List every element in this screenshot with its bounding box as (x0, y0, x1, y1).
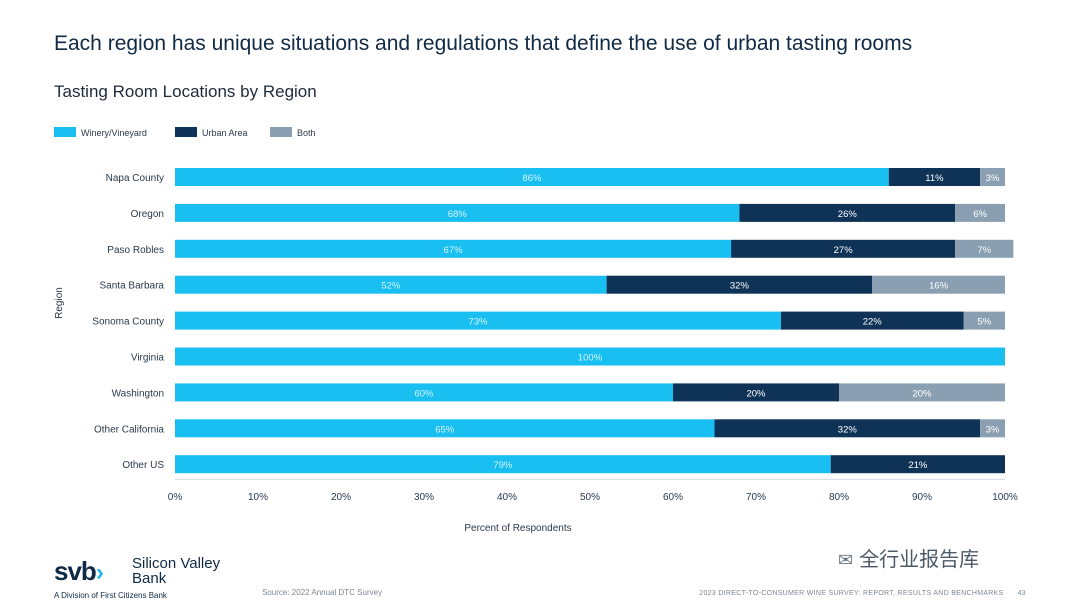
watermark: ✉ 全行业报告库 (838, 543, 979, 572)
data-label: 27% (834, 245, 854, 256)
wechat-icon: ✉ (838, 550, 854, 570)
x-tick-label: 100% (992, 492, 1018, 503)
bar-segment (175, 383, 673, 402)
category-label: Santa Barbara (100, 281, 165, 292)
data-label: 73% (468, 317, 488, 328)
bar-segment (606, 275, 873, 294)
category-label: Oregon (131, 209, 164, 220)
data-label: 11% (925, 173, 944, 184)
bar-segment (888, 168, 981, 186)
legend-swatch (270, 127, 292, 137)
x-tick-label: 10% (248, 492, 268, 503)
bar-segment (780, 311, 964, 330)
x-tick-label: 90% (912, 492, 932, 503)
data-label: 26% (838, 209, 858, 220)
category-label: Virginia (131, 353, 165, 364)
data-label: 79% (493, 460, 513, 471)
bar-segment (963, 311, 1005, 330)
category-label: Other California (94, 424, 164, 435)
category-label: Paso Robles (107, 245, 164, 256)
bar-segment (175, 239, 732, 258)
logo-name: Silicon Valley Bank (132, 555, 221, 587)
data-label: 32% (838, 424, 858, 435)
data-label: 32% (730, 281, 750, 292)
page-number: 43 (1017, 590, 1026, 597)
watermark-text: 全行业报告库 (859, 549, 980, 571)
x-tick-label: 70% (746, 492, 766, 503)
y-axis-title: Region (54, 287, 65, 319)
bar-segment (175, 203, 740, 222)
data-label: 3% (986, 424, 1000, 435)
logo-mark: svb (54, 556, 97, 586)
bar-segment (175, 275, 607, 294)
bar-segment (872, 275, 1005, 294)
bar-segment (175, 168, 889, 186)
x-tick-label: 50% (580, 492, 600, 503)
legend-swatch (175, 127, 197, 137)
data-label: 22% (863, 317, 883, 328)
data-label: 6% (973, 209, 987, 220)
data-label: 68% (448, 209, 468, 220)
legend-label: Winery/Vineyard (81, 128, 147, 138)
bar-segment (980, 419, 1005, 438)
bar-segment (673, 383, 839, 402)
data-label: 20% (912, 388, 932, 399)
bar-segment (714, 419, 981, 438)
bar-segment (830, 455, 1005, 474)
data-label: 16% (929, 281, 949, 292)
bar-segment (839, 383, 1005, 402)
x-tick-label: 60% (663, 492, 683, 503)
data-label: 21% (908, 460, 928, 471)
chart-title: Tasting Room Locations by Region (54, 82, 317, 101)
page-headline: Each region has unique situations and re… (54, 32, 913, 55)
x-tick-label: 20% (331, 492, 351, 503)
bar-segment (955, 203, 1005, 222)
category-label: Other US (122, 460, 164, 471)
category-label: Washington (112, 388, 164, 399)
source-note: Source: 2022 Annual DTC Survey (262, 588, 383, 597)
bar-segment (739, 203, 956, 222)
legend-label: Both (297, 128, 316, 138)
bar-segment (175, 311, 781, 330)
stacked-bar-chart: Winery/Vineyard Urban Area Both Napa County… (54, 127, 1018, 534)
x-tick-label: 40% (497, 492, 517, 503)
bar-segment (980, 168, 1005, 186)
data-label: 5% (977, 317, 991, 328)
bar-segment (731, 239, 956, 258)
report-title: 2023 DIRECT-TO-CONSUMER WINE SURVEY: REP… (699, 590, 1004, 597)
data-label: 60% (414, 388, 434, 399)
logo-subtitle: A Division of First Citizens Bank (54, 591, 167, 600)
legend-swatch (54, 127, 76, 137)
svb-logo: svb› Silicon Valley Bank A Division of F… (54, 556, 220, 600)
data-label: 20% (746, 388, 766, 399)
x-tick-label: 0% (168, 492, 183, 503)
category-label: Sonoma County (92, 317, 164, 328)
data-label: 65% (435, 424, 455, 435)
data-label: 3% (986, 173, 1000, 184)
data-label: 7% (977, 245, 991, 256)
data-label: 86% (522, 173, 542, 184)
x-axis-title: Percent of Respondents (464, 523, 571, 534)
category-label: Napa County (106, 173, 164, 184)
bar-segment (955, 239, 1014, 258)
x-tick-label: 30% (414, 492, 434, 503)
logo-chevron-icon: › (95, 559, 104, 586)
bar-segment (175, 419, 715, 438)
x-tick-label: 80% (829, 492, 849, 503)
data-label: 52% (381, 281, 401, 292)
legend-label: Urban Area (202, 128, 248, 138)
bar-segment (175, 455, 831, 474)
data-label: 100% (578, 353, 603, 364)
data-label: 67% (444, 245, 464, 256)
report-footer: 2023 DIRECT-TO-CONSUMER WINE SURVEY: REP… (699, 590, 1026, 597)
bar-segment (175, 347, 1005, 366)
